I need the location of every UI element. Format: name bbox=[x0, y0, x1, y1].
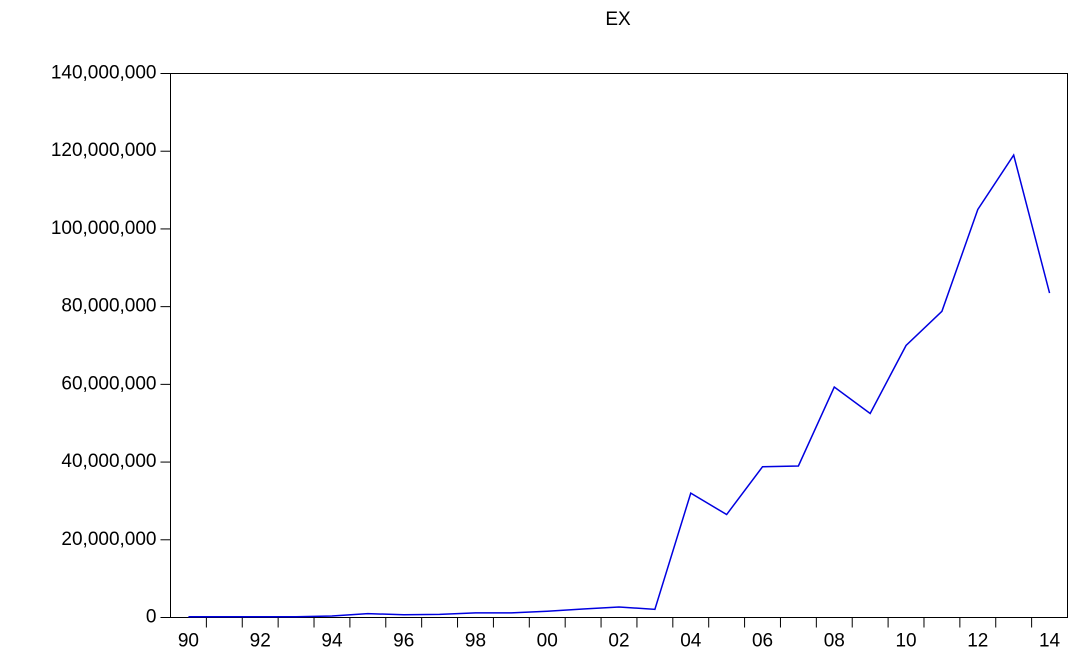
x-tick-label: 92 bbox=[250, 631, 271, 652]
y-tick-label: 60,000,000 bbox=[61, 373, 156, 394]
x-tick-label: 14 bbox=[1039, 631, 1061, 652]
x-tick-label: 10 bbox=[895, 631, 916, 652]
x-tick-label: 98 bbox=[465, 631, 486, 652]
y-tick-label: 140,000,000 bbox=[51, 63, 157, 84]
series-line bbox=[188, 153, 1051, 618]
x-tick-label: 02 bbox=[608, 631, 629, 652]
y-tick-label: 80,000,000 bbox=[61, 296, 156, 317]
x-tick-label: 12 bbox=[967, 631, 988, 652]
chart-title: EX bbox=[605, 9, 631, 30]
x-tick-label: 96 bbox=[393, 631, 414, 652]
x-tick-label: 90 bbox=[178, 631, 199, 652]
x-tick-label: 06 bbox=[752, 631, 773, 652]
y-tick-label: 0 bbox=[146, 607, 157, 628]
y-tick-label: 120,000,000 bbox=[51, 140, 157, 161]
y-tick-label: 40,000,000 bbox=[61, 451, 156, 472]
y-tick-label: 100,000,000 bbox=[51, 218, 157, 239]
x-tick-label: 04 bbox=[680, 631, 702, 652]
plot-frame bbox=[170, 73, 1068, 618]
x-tick-label: 94 bbox=[321, 631, 343, 652]
y-tick-label: 20,000,000 bbox=[61, 529, 156, 550]
x-tick-label: 00 bbox=[537, 631, 558, 652]
x-tick-label: 08 bbox=[824, 631, 845, 652]
